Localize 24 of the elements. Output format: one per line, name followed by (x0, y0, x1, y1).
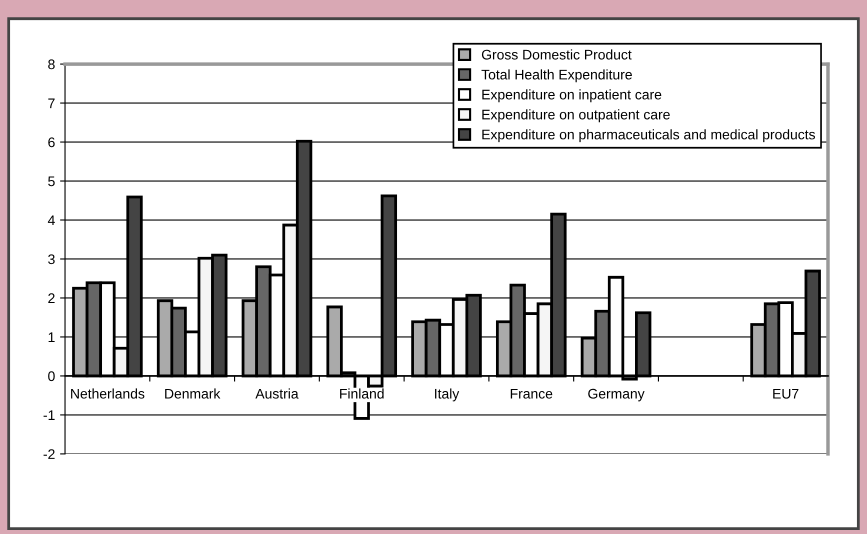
x-tick-label: Italy (435, 388, 460, 402)
y-tick-label: 5 (48, 176, 55, 186)
x-tick-label: Netherlands (71, 388, 144, 399)
x-tick-label: France (510, 388, 552, 399)
legend-label: Expenditure on pharmaceuticals and medical products (482, 129, 816, 142)
legend-label: Total Health Expenditure (482, 69, 632, 82)
legend-label: Expenditure on outpatient care (482, 109, 670, 122)
legend-label: Expenditure on inpatient care (482, 89, 662, 102)
x-tick-label: Finland (340, 388, 384, 399)
y-tick-label: 3 (48, 254, 55, 264)
x-tick-label: Denmark (165, 388, 220, 399)
y-tick-label: 1 (48, 332, 55, 342)
y-tick-label: -1 (44, 410, 55, 420)
y-tick-label: -2 (44, 449, 55, 459)
x-tick-label: Austria (255, 388, 299, 399)
y-tick-label: 6 (48, 137, 55, 148)
y-tick-label: 8 (48, 59, 55, 70)
y-tick-label: 0 (48, 371, 55, 382)
y-tick-label: 7 (48, 98, 55, 108)
y-tick-label: 4 (48, 215, 55, 226)
y-tick-label: 2 (48, 293, 55, 304)
x-tick-label: Germany (588, 388, 645, 402)
legend-label: Gross Domestic Product (482, 49, 632, 60)
x-tick-label: EU7 (773, 388, 798, 399)
